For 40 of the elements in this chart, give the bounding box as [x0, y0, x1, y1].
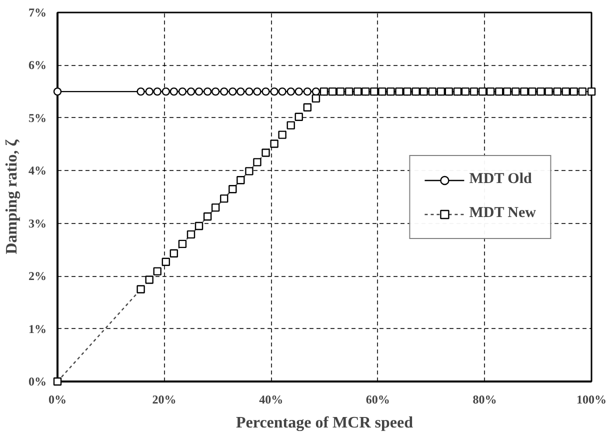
- y-tick-label: 6%: [28, 58, 46, 72]
- y-tick-label: 7%: [28, 6, 46, 20]
- x-tick-label: 100%: [576, 392, 606, 406]
- y-axis-title: Damping ratio, ζ: [4, 139, 20, 254]
- x-tick-label: 40%: [259, 392, 284, 406]
- point: [153, 87, 162, 96]
- legend-label: MDT Old: [469, 171, 532, 188]
- point: [194, 87, 204, 96]
- point: [294, 87, 303, 96]
- x-tick-label: 80%: [472, 392, 497, 406]
- x-axis-title: Percentage of MCR speed: [236, 414, 414, 432]
- point: [53, 87, 62, 96]
- point: [245, 87, 254, 96]
- point: [220, 87, 228, 96]
- point: [228, 87, 237, 96]
- point: [253, 87, 262, 96]
- point: [145, 87, 154, 96]
- point: [170, 87, 178, 96]
- point: [136, 87, 145, 96]
- y-tick-label: 3%: [28, 216, 46, 230]
- point: [186, 87, 196, 96]
- point: [278, 87, 286, 96]
- y-tick-label: 4%: [28, 164, 46, 178]
- legend-label: MDT New: [469, 205, 536, 222]
- y-tick-label: 1%: [28, 322, 46, 336]
- y-tick-label: 2%: [28, 269, 46, 284]
- point: [262, 87, 270, 96]
- point: [178, 87, 187, 96]
- point: [303, 87, 312, 96]
- x-tick-label: 0%: [48, 392, 66, 406]
- point: [162, 87, 170, 96]
- point: [270, 87, 278, 96]
- x-tick-label: 20%: [152, 392, 176, 406]
- point: [236, 87, 245, 96]
- point: [286, 87, 295, 96]
- point: [211, 87, 220, 96]
- y-tick-label: 0%: [28, 374, 46, 388]
- y-tick-label: 5%: [28, 110, 46, 125]
- point: [203, 87, 212, 96]
- x-tick-label: 60%: [366, 392, 390, 406]
